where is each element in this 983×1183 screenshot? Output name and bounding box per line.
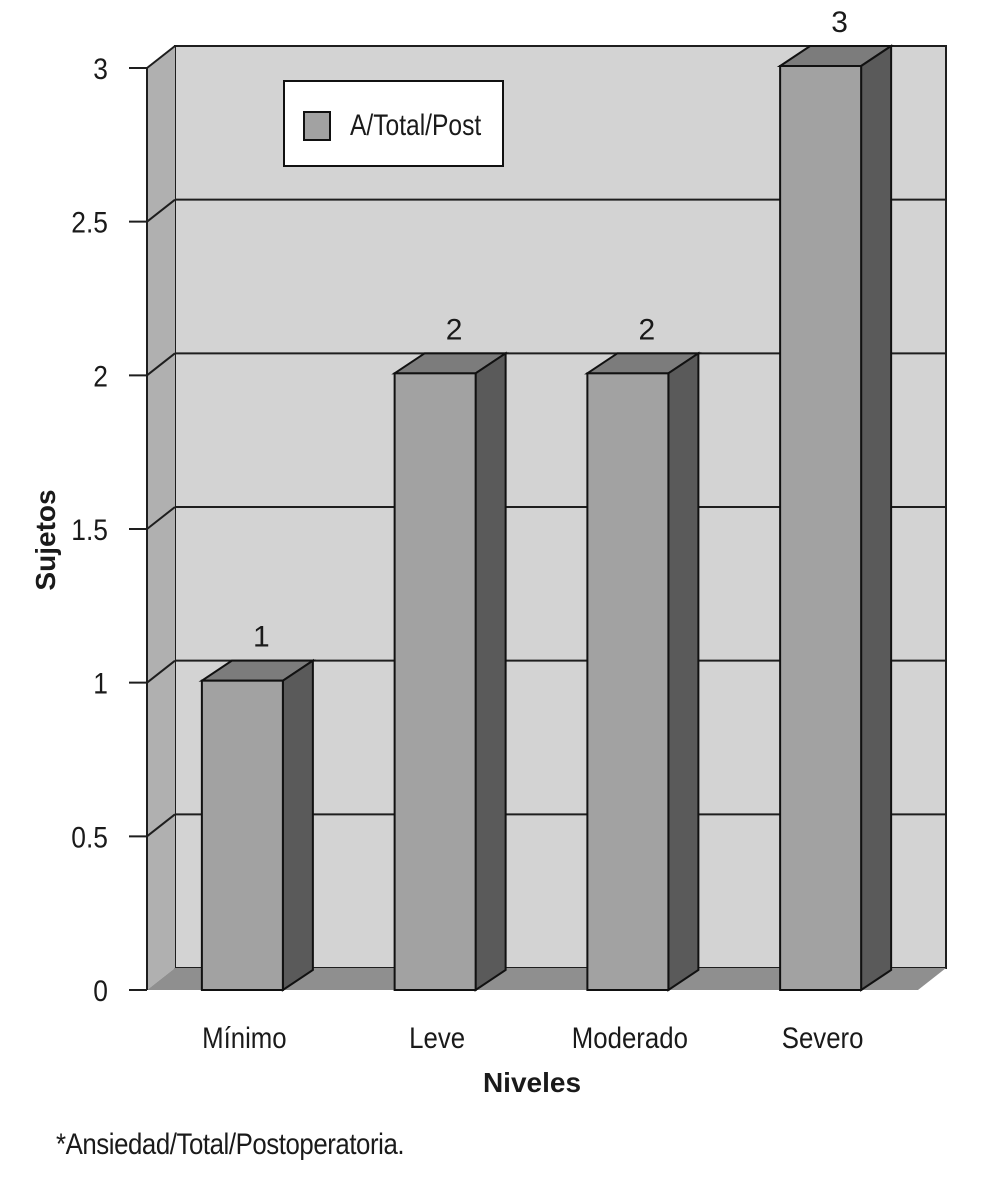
bar-front bbox=[200, 679, 284, 992]
bar-moderado bbox=[584, 351, 702, 992]
gridline-side bbox=[146, 813, 176, 838]
bar-front bbox=[393, 372, 477, 992]
bars: 1 2 2 3 bbox=[198, 6, 895, 992]
y-tick-label: 1.5 bbox=[71, 512, 108, 546]
bar-side bbox=[281, 658, 314, 992]
y-tick-label: 3 bbox=[93, 51, 108, 85]
footnote: *Ansiedad/Total/Postoperatoria. bbox=[56, 1128, 405, 1161]
gridline-side bbox=[146, 45, 176, 69]
x-tick-label: Moderado bbox=[572, 1021, 688, 1054]
bar-front bbox=[779, 65, 863, 991]
y-axis-ticks: 0 0.5 1 1.5 2 2.5 3 bbox=[71, 51, 148, 1007]
x-tick-label: Leve bbox=[409, 1021, 465, 1054]
data-label: 2 bbox=[446, 313, 463, 346]
x-tick-label: Severo bbox=[782, 1021, 864, 1054]
gridline-side bbox=[146, 352, 176, 377]
y-tick-label: 2 bbox=[93, 359, 108, 393]
legend-label: A/Total/Post bbox=[350, 108, 482, 142]
bar-mínimo bbox=[198, 658, 317, 992]
x-axis-ticks: Mínimo Leve Moderado Severo bbox=[202, 1021, 863, 1054]
gridline-side bbox=[146, 659, 176, 684]
bar-leve bbox=[391, 351, 509, 992]
data-label: 2 bbox=[639, 313, 656, 346]
y-tick-label: 2.5 bbox=[71, 205, 108, 239]
legend-swatch bbox=[303, 111, 331, 141]
bar-side bbox=[667, 351, 700, 992]
data-label: 3 bbox=[831, 6, 848, 39]
data-label: 1 bbox=[253, 621, 270, 654]
bar-side bbox=[860, 44, 893, 992]
y-tick-label: 0 bbox=[93, 973, 108, 1007]
gridline-side bbox=[146, 198, 176, 223]
floor bbox=[147, 968, 946, 990]
bar-front bbox=[586, 372, 670, 992]
y-tick-label: 1 bbox=[93, 666, 108, 700]
bar-severo bbox=[776, 44, 895, 992]
legend: A/Total/Post bbox=[283, 80, 504, 167]
gridline-side bbox=[146, 506, 176, 530]
x-tick-label: Mínimo bbox=[202, 1021, 287, 1054]
y-tick-label: 0.5 bbox=[71, 820, 108, 854]
x-axis-title: Niveles bbox=[483, 1067, 581, 1098]
y-axis-title: Sujetos bbox=[30, 489, 61, 590]
bar-side bbox=[474, 351, 507, 992]
